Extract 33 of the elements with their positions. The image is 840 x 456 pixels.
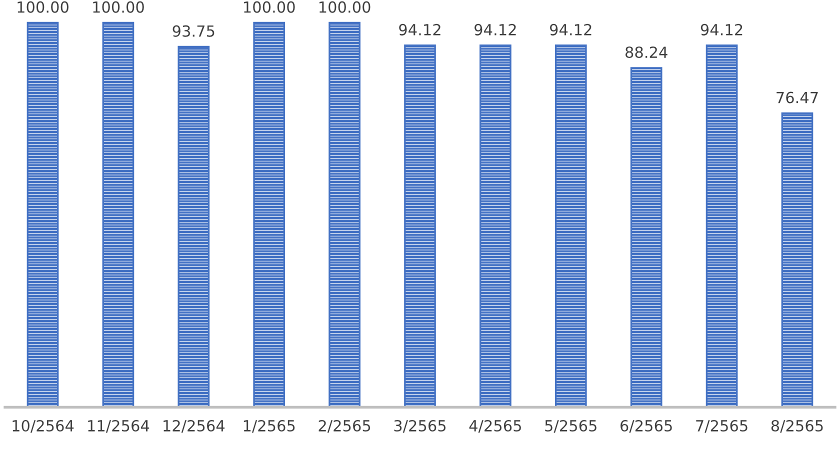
data-label: 76.47 xyxy=(776,92,818,104)
x-tick-label: 5/2565 xyxy=(545,420,596,433)
data-label: 100.00 xyxy=(18,1,68,13)
data-label: 100.00 xyxy=(93,1,144,13)
x-tick-label: 3/2565 xyxy=(394,420,446,433)
x-tick-label: 6/2565 xyxy=(620,420,672,433)
data-label: 100.00 xyxy=(244,1,295,13)
x-tick-label: 12/2564 xyxy=(164,420,225,433)
bar xyxy=(781,112,814,408)
bar xyxy=(102,22,134,408)
data-label: 94.12 xyxy=(550,24,592,36)
data-label: 93.75 xyxy=(172,25,214,37)
x-tick-label: 4/2565 xyxy=(469,420,521,433)
x-tick-label: 7/2565 xyxy=(696,420,748,433)
data-label: 94.12 xyxy=(474,24,516,36)
data-label: 88.24 xyxy=(626,46,668,58)
x-tick-label: 1/2565 xyxy=(244,420,295,433)
bar xyxy=(26,22,59,408)
bar xyxy=(554,44,587,408)
bar xyxy=(480,44,512,408)
bar xyxy=(253,22,286,408)
bar xyxy=(706,44,738,408)
data-label: 94.12 xyxy=(399,24,440,36)
x-tick-label: 10/2564 xyxy=(12,420,74,433)
bar xyxy=(178,46,210,408)
bar xyxy=(328,22,360,408)
bar xyxy=(404,44,436,408)
bar xyxy=(630,67,662,408)
data-label: 94.12 xyxy=(700,24,742,36)
data-label: 100.00 xyxy=(320,1,370,13)
x-tick-label: 2/2565 xyxy=(318,420,370,433)
x-tick-label: 11/2564 xyxy=(88,420,150,433)
x-tick-label: 8/2565 xyxy=(771,420,823,433)
